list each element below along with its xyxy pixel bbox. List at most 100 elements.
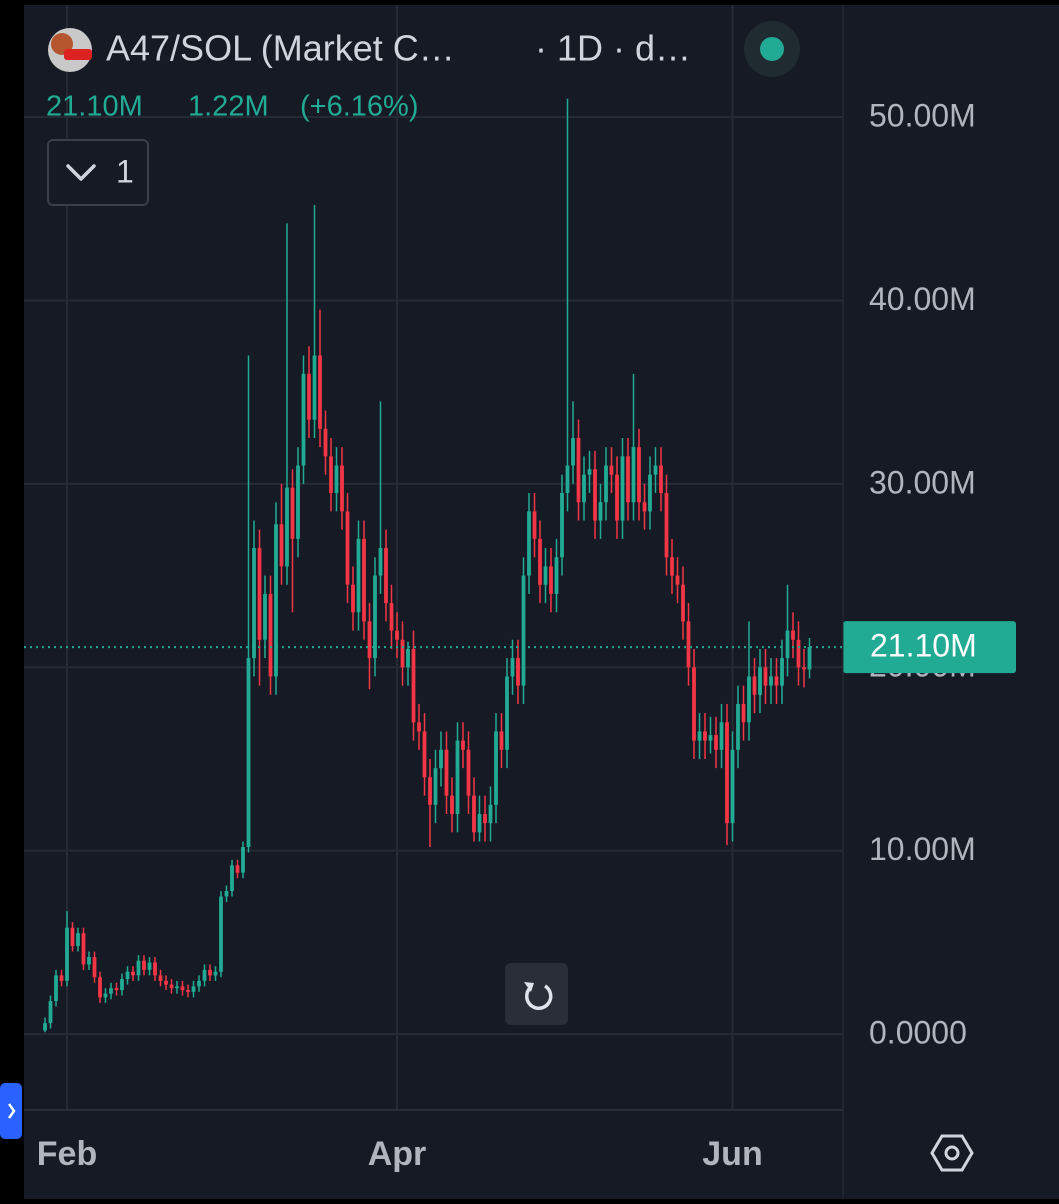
candle-body	[532, 511, 537, 539]
candle-body	[224, 891, 229, 897]
reset-icon	[525, 984, 553, 1010]
candle-body	[444, 749, 449, 796]
candle-body	[455, 740, 460, 814]
candle-body	[120, 979, 124, 991]
x-tick-label: Jun	[702, 1135, 762, 1173]
candle-body	[686, 621, 691, 668]
candle-body	[334, 465, 339, 494]
candle-body	[565, 465, 570, 494]
candle-body	[191, 986, 196, 992]
candle-body	[791, 630, 795, 640]
candle-body	[136, 960, 141, 976]
candle-body	[153, 962, 157, 976]
candle-body	[142, 960, 146, 970]
candle-body	[653, 465, 658, 475]
candle-body	[796, 639, 801, 668]
candle-body	[527, 511, 531, 576]
candle-body	[675, 575, 680, 585]
candle-body	[92, 957, 97, 978]
legend-change-percent: (+6.16%)	[300, 91, 418, 123]
symbol-title[interactable]: A47/SOL (Market C…	[106, 28, 455, 69]
candle-body	[516, 658, 520, 686]
candle-body	[43, 1023, 47, 1031]
candle-body	[697, 731, 702, 741]
candle-body	[439, 749, 443, 769]
candle-body	[208, 969, 212, 976]
chevron-icon	[66, 164, 96, 181]
candle-body	[741, 703, 746, 723]
candle-body	[582, 474, 586, 503]
candle-body	[323, 428, 328, 457]
candle-body	[241, 847, 245, 873]
settings-button[interactable]	[930, 1134, 974, 1172]
candle-body	[499, 731, 504, 750]
reset-arrow	[524, 982, 534, 992]
candle-body	[400, 639, 405, 668]
candle-body	[637, 447, 641, 503]
candle-body	[180, 986, 185, 991]
candle-body	[268, 593, 273, 677]
candle-body	[296, 465, 300, 539]
candle-body	[703, 731, 707, 741]
candle-body	[510, 658, 515, 677]
candle-body	[725, 722, 729, 824]
candle-body	[450, 795, 454, 814]
status-dot	[760, 37, 784, 61]
candle-body	[301, 373, 306, 466]
candle-body	[114, 988, 119, 991]
candle-body	[692, 667, 696, 741]
candle-body	[169, 984, 174, 989]
candle-body	[65, 927, 69, 981]
candle-body	[219, 896, 223, 972]
candle-body	[615, 474, 619, 521]
candle-body	[472, 795, 476, 833]
candle-body	[604, 465, 608, 503]
header: A47/SOL (Market C… · 1D · d… 21.10M 1.22…	[46, 21, 800, 206]
candle-body	[389, 603, 394, 631]
y-tick-label: 50.00M	[869, 98, 976, 134]
reset-button[interactable]	[505, 963, 568, 1025]
candle-body	[81, 933, 86, 965]
candle-body	[505, 676, 509, 750]
candle-body	[428, 777, 432, 805]
candle-body	[769, 676, 773, 686]
candle-body	[719, 722, 724, 750]
candle-body	[626, 456, 630, 503]
candle-body	[70, 927, 75, 947]
pane-count: 1	[116, 153, 134, 189]
candle-body	[571, 438, 575, 466]
candle-body	[587, 469, 592, 475]
candle-body	[186, 990, 190, 992]
interval[interactable]: · 1D · d…	[535, 28, 691, 69]
candle-body	[213, 971, 218, 976]
candle-body	[367, 621, 372, 659]
candle-body	[345, 511, 350, 585]
candle-body	[340, 465, 344, 512]
candle-body	[279, 524, 284, 567]
candle-body	[98, 977, 102, 998]
candle-body	[433, 768, 438, 805]
candle-body	[417, 722, 421, 732]
x-tick-label: Apr	[368, 1135, 427, 1173]
pane-button[interactable]	[47, 139, 149, 206]
candle-body	[648, 474, 652, 512]
candle-body	[543, 566, 548, 585]
candle-body	[164, 980, 168, 985]
candle-body	[758, 667, 762, 695]
candle-body	[659, 465, 663, 494]
candle-body	[131, 971, 135, 976]
candle-body	[736, 703, 740, 750]
side-panel-tab[interactable]	[0, 1083, 22, 1139]
candle-body	[290, 487, 295, 539]
candle-body	[147, 962, 152, 970]
candle-body	[642, 502, 647, 512]
y-tick-label: 0.0000	[869, 1015, 967, 1051]
candle-body	[103, 993, 108, 998]
candle-body	[202, 969, 207, 981]
candle-body	[609, 465, 614, 475]
candles	[43, 98, 812, 1033]
candle-body	[422, 731, 427, 778]
y-tick-label: 10.00M	[869, 831, 976, 867]
candle-body	[752, 676, 757, 695]
